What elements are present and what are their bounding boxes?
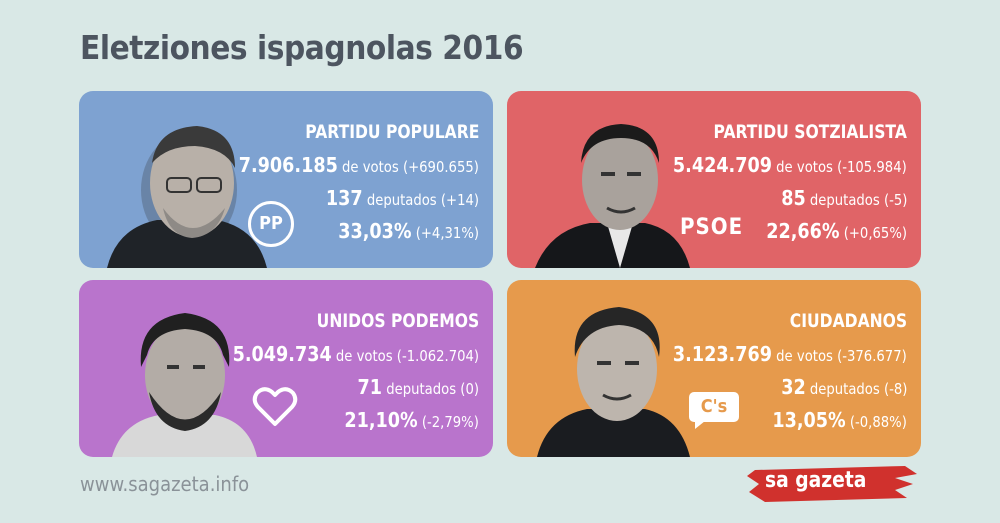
heart-icon [252,387,298,426]
seats-line: 85 deputados (-5) [780,186,907,210]
seats-line: 137 deputados (+14) [325,186,479,210]
party-name: PARTIDU POPULARE [304,121,479,143]
brush-stroke-icon [747,466,917,502]
seats-line: 71 deputados (0) [357,375,479,399]
votes-line: 5.424.709 de votos (-105.984) [673,153,907,177]
party-card-podemos: UNIDOS PODEMOS 5.049.734 de votos (-1.06… [79,280,493,457]
percent-line: 22,66% (+0,65%) [766,219,907,243]
votes-line: 3.123.769 de votos (-376.677) [673,342,907,366]
percent-line: 13,05% (-0,88%) [772,408,907,432]
party-name: PARTIDU SOTZIALISTA [713,121,907,143]
votes-line: 7.906.185 de votos (+690.655) [238,153,479,177]
percent-line: 33,03% (+4,31%) [338,219,479,243]
candidate-portrait [112,313,257,457]
cs-logo: C's [689,392,739,422]
page-title: Eletziones ispagnolas 2016 [80,28,524,67]
candidate-portrait [107,126,267,268]
party-name: UNIDOS PODEMOS [316,310,479,332]
psoe-logo: PSOE [680,215,744,240]
party-card-pp: PARTIDU POPULARE 7.906.185 de votos (+69… [79,91,493,268]
party-name: CIUDADANOS [789,310,907,332]
candidate-portrait [537,307,690,457]
seats-line: 32 deputados (-8) [780,375,907,399]
party-card-ciudadanos: CIUDADANOS 3.123.769 de votos (-376.677)… [507,280,921,457]
candidate-portrait [535,124,690,268]
votes-line: 5.049.734 de votos (-1.062.704) [232,342,479,366]
brand-name: sa gazeta [765,468,867,493]
percent-line: 21,10% (-2,79%) [344,408,479,432]
brand-logo: sa gazeta [745,462,920,506]
pp-logo: PP [248,201,294,247]
party-card-psoe: PARTIDU SOTZIALISTA 5.424.709 de votos (… [507,91,921,268]
website-url[interactable]: www.sagazeta.info [80,472,250,496]
cs-logo-tail [695,421,705,429]
